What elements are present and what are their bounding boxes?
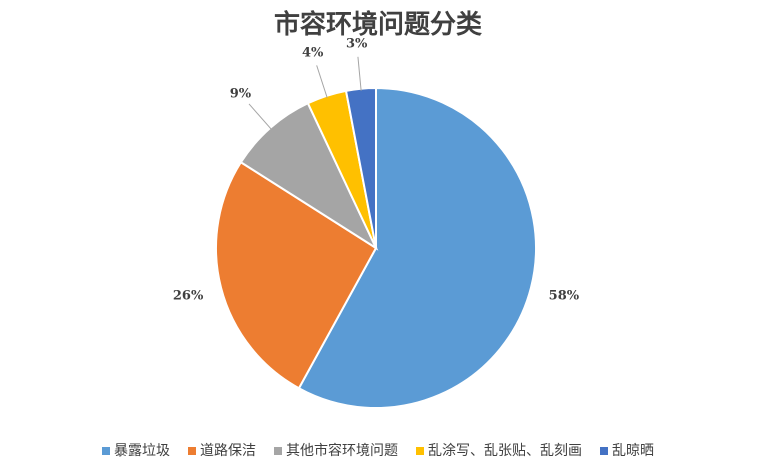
legend-swatch (188, 447, 196, 455)
data-label: 4% (302, 46, 324, 61)
legend-label: 其他市容环境问题 (286, 442, 398, 459)
leader-line (357, 56, 362, 91)
legend-label: 乱晾晒 (612, 443, 654, 459)
data-label: 9% (230, 87, 252, 102)
chart-title: 市容环境问题分类 (274, 9, 482, 40)
legend-swatch (274, 447, 282, 455)
leader-line (316, 65, 328, 98)
legend-label: 乱涂写、乱张贴、乱刻画 (428, 443, 582, 459)
data-label: 3% (346, 36, 368, 51)
leader-line (248, 103, 272, 130)
legend-swatch (102, 447, 110, 455)
pie-slice (297, 86, 537, 409)
legend-swatch (600, 447, 608, 455)
legend-swatch (416, 447, 424, 455)
legend-label: 道路保洁 (200, 443, 256, 459)
pie-slice (215, 160, 378, 390)
data-label: 26% (173, 289, 204, 304)
legend-label: 暴露垃圾 (114, 443, 170, 459)
data-label: 58% (549, 289, 580, 304)
